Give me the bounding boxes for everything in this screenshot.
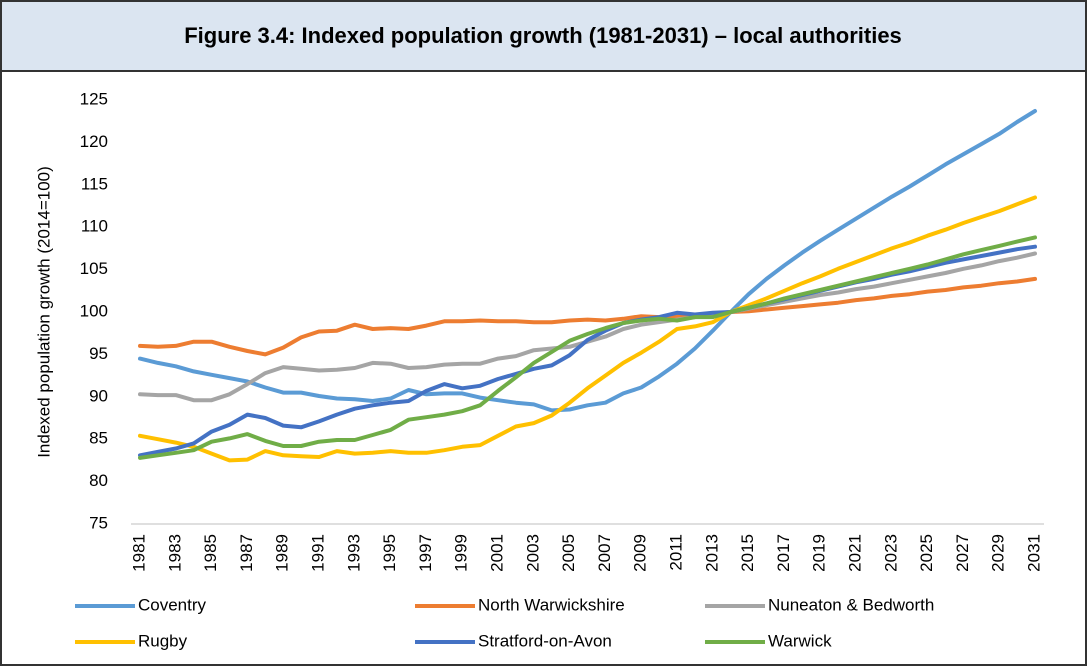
legend-label: Coventry [138, 595, 207, 614]
y-tick-label: 90 [89, 386, 108, 405]
y-tick-label: 125 [80, 89, 108, 108]
legend-label: Rugby [138, 631, 188, 650]
x-tick-label: 2029 [989, 534, 1008, 572]
y-tick-label: 95 [89, 344, 108, 363]
x-tick-label: 2003 [523, 534, 542, 572]
y-tick-label: 100 [80, 301, 108, 320]
x-tick-label: 1985 [201, 534, 220, 572]
x-tick-label: 1981 [129, 534, 148, 572]
x-tick-label: 2023 [881, 534, 900, 572]
x-tick-label: 1987 [237, 534, 256, 572]
x-tick-label: 1991 [308, 534, 327, 572]
x-tick-label: 2021 [845, 534, 864, 572]
y-axis-title: Indexed population growth (2014=100) [34, 166, 53, 458]
x-tick-label: 1995 [380, 534, 399, 572]
series-line [138, 235, 1037, 460]
series-line [138, 109, 1037, 413]
y-tick-label: 105 [80, 259, 108, 278]
x-tick-label: 2013 [702, 534, 721, 572]
legend-label: North Warwickshire [478, 595, 625, 614]
y-tick-label: 85 [89, 429, 108, 448]
series-line [138, 195, 1037, 463]
y-tick-label: 120 [80, 132, 108, 151]
x-tick-label: 1997 [416, 534, 435, 572]
chart-title: Figure 3.4: Indexed population growth (1… [184, 23, 902, 48]
x-tick-label: 1999 [452, 534, 471, 572]
x-tick-label: 2009 [631, 534, 650, 572]
x-tick-label: 2027 [953, 534, 972, 572]
x-tick-label: 2007 [595, 534, 614, 572]
x-tick-label: 2001 [487, 534, 506, 572]
legend-label: Nuneaton & Bedworth [768, 595, 934, 614]
x-tick-label: 2025 [917, 534, 936, 572]
y-tick-label: 110 [81, 217, 108, 236]
x-tick-label: 2019 [810, 534, 829, 572]
x-tick-label: 1983 [165, 534, 184, 572]
x-tick-label: 2005 [559, 534, 578, 572]
x-tick-label: 2015 [738, 534, 757, 572]
x-tick-label: 2017 [774, 534, 793, 572]
title-bar [0, 0, 1087, 72]
y-tick-label: 115 [81, 174, 108, 193]
x-tick-label: 2031 [1024, 534, 1043, 572]
x-tick-label: 2011 [666, 534, 685, 571]
series-line [138, 276, 1037, 357]
x-tick-label: 1989 [273, 534, 292, 572]
x-tick-label: 1993 [344, 534, 363, 572]
y-tick-label: 80 [89, 471, 108, 490]
y-tick-label: 75 [89, 513, 108, 532]
legend-label: Stratford-on-Avon [478, 631, 612, 650]
legend-label: Warwick [768, 631, 832, 650]
